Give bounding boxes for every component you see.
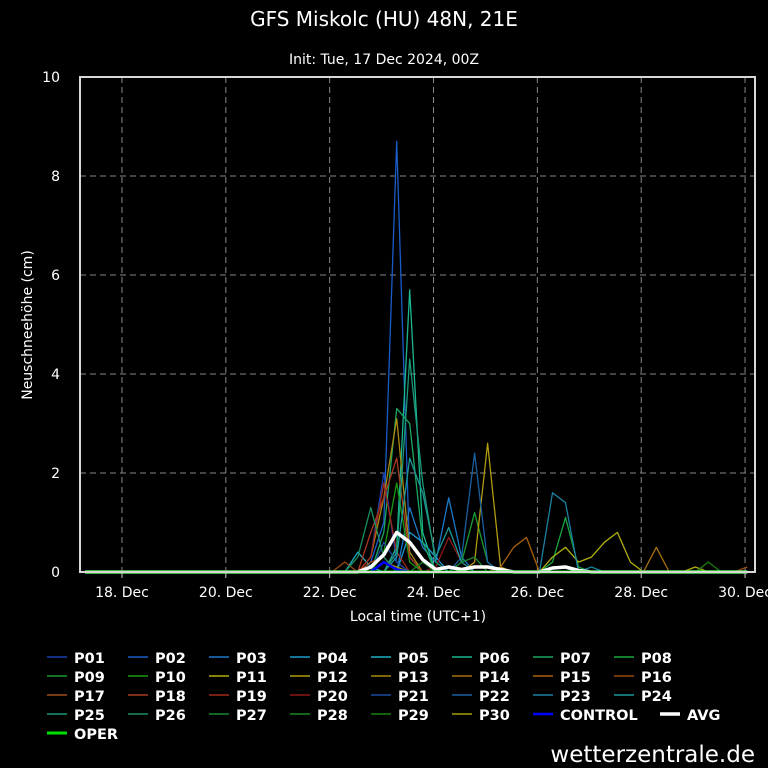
legend-item-p18: P18 [128,689,186,705]
legend-label: P07 [560,651,591,667]
legend-label: P22 [479,689,510,705]
x-tick-label: 20. Dec [199,585,253,601]
legend-item-p30: P30 [452,708,510,724]
legend-label: P09 [74,670,105,686]
legend-item-p27: P27 [209,708,267,724]
legend-item-p24: P24 [614,689,672,705]
legend-item-p20: P20 [290,689,348,705]
series-line-p06 [85,289,748,573]
legend-item-p23: P23 [533,689,591,705]
legend-item-avg: AVG [660,708,720,724]
legend-item-p16: P16 [614,670,672,686]
legend-label: P29 [398,708,429,724]
legend-item-p07: P07 [533,651,591,667]
legend-label: P30 [479,708,510,724]
x-tick-label: 26. Dec [510,585,564,601]
legend-item-p01: P01 [47,651,105,667]
legend-label: P26 [155,708,186,724]
series-line-p25 [85,358,748,573]
watermark: wetterzentrale.de [550,742,755,768]
grid [80,77,755,572]
legend-item-p19: P19 [209,689,267,705]
y-tick-label: 6 [51,268,60,284]
legend-item-p28: P28 [290,708,348,724]
legend-item-p15: P15 [533,670,591,686]
x-axis-label: Local time (UTC+1) [350,609,486,625]
legend-label: P11 [236,670,267,686]
legend-label: P19 [236,689,267,705]
x-tick-label: 30. Dec [718,585,768,601]
legend-item-p22: P22 [452,689,510,705]
chart-title: GFS Miskolc (HU) 48N, 21E [250,7,518,31]
legend-item-p13: P13 [371,670,429,686]
legend-item-p09: P09 [47,670,105,686]
x-tick-label: 18. Dec [95,585,149,601]
series-line-avg [85,530,748,574]
y-tick-label: 8 [51,169,60,185]
legend-label: P18 [155,689,186,705]
legend-label: P15 [560,670,591,686]
legend-item-p06: P06 [452,651,510,667]
legend-label: P03 [236,651,267,667]
legend-label: P12 [317,670,348,686]
legend-label: P28 [317,708,348,724]
legend-item-p12: P12 [290,670,348,686]
y-tick-label: 2 [51,466,60,482]
legend-item-p17: P17 [47,689,105,705]
legend-item-p02: P02 [128,651,186,667]
legend-label: P23 [560,689,591,705]
series-line-p22 [85,452,748,573]
legend-item-p25: P25 [47,708,105,724]
legend-label: P08 [641,651,672,667]
legend-item-p29: P29 [371,708,429,724]
legend-label: P02 [155,651,186,667]
series-line-p03 [85,497,748,573]
legend-label: P01 [74,651,105,667]
legend-label: P27 [236,708,267,724]
legend-label: P21 [398,689,429,705]
legend-label: P10 [155,670,186,686]
legend-label: P04 [317,651,348,667]
legend-label: AVG [687,708,720,724]
legend-label: CONTROL [560,708,638,724]
y-tick-label: 4 [51,367,60,383]
legend-item-p03: P03 [209,651,267,667]
legend-item-oper: OPER [47,727,118,743]
legend-item-p14: P14 [452,670,510,686]
y-axis-label: Neuschneehöhe (cm) [20,250,36,400]
legend-item-p10: P10 [128,670,186,686]
legend-item-p26: P26 [128,708,186,724]
series-lines [85,140,748,574]
legend-label: OPER [74,727,118,743]
legend-item-p21: P21 [371,689,429,705]
chart-subtitle: Init: Tue, 17 Dec 2024, 00Z [289,52,479,68]
series-line-p24 [85,457,748,573]
plot-frame [79,76,756,573]
legend-label: P24 [641,689,672,705]
legend-label: P05 [398,651,429,667]
y-tick-label: 10 [42,70,60,86]
legend-item-p08: P08 [614,651,672,667]
series-line-p23 [85,492,748,573]
legend-label: P06 [479,651,510,667]
legend-item-control: CONTROL [533,708,638,724]
legend-label: P16 [641,670,672,686]
legend-label: P14 [479,670,510,686]
x-tick-label: 22. Dec [303,585,357,601]
series-line-p07 [85,407,748,573]
legend-label: P13 [398,670,429,686]
legend-label: P25 [74,708,105,724]
x-tick-label: 28. Dec [614,585,668,601]
legend: P01 P02 P03 P04 P05 P06 P07 P08 P09 P10 P11 P12 P13 P… [47,651,720,743]
x-tick-label: 24. Dec [407,585,461,601]
legend-item-p05: P05 [371,651,429,667]
legend-item-p11: P11 [209,670,267,686]
series-line-p02 [85,140,748,573]
axis-ticks: 0 2 4 6 8 10 18. Dec 20. Dec 22. Dec 24. Dec 26. D… [42,70,768,601]
legend-label: P17 [74,689,105,705]
y-tick-label: 0 [51,565,60,581]
legend-label: P20 [317,689,348,705]
legend-item-p04: P04 [290,651,348,667]
